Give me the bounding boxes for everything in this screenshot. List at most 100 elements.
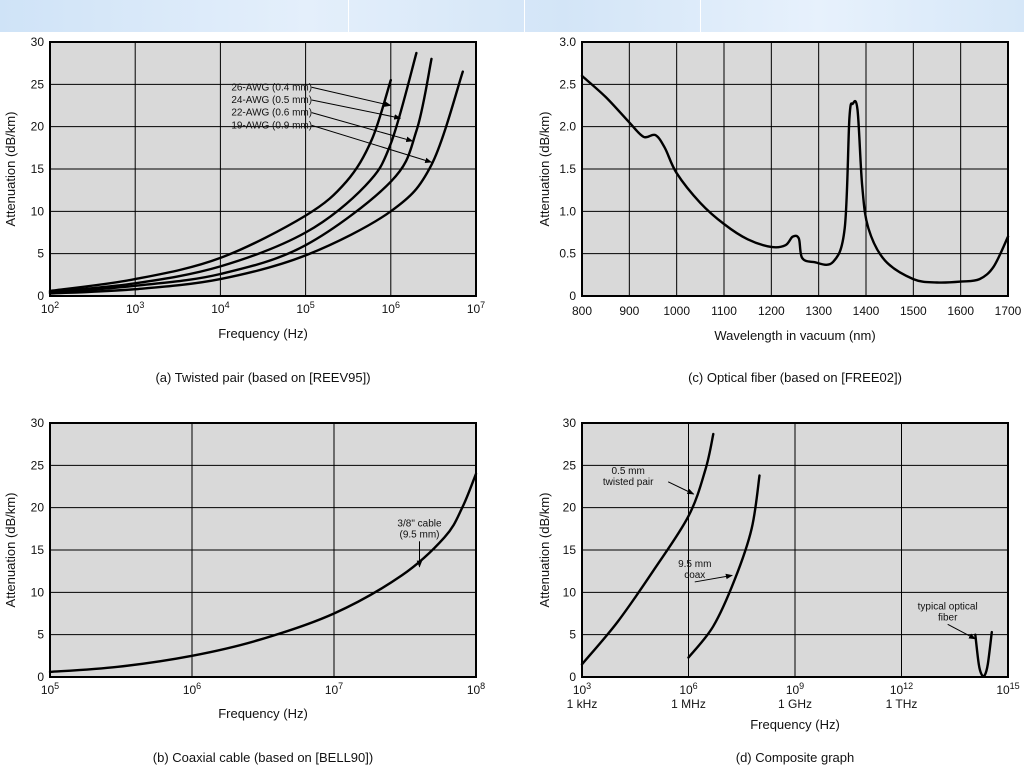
x-tick-label: 103 <box>573 681 591 697</box>
y-tick-label: 5 <box>37 247 44 261</box>
x-tick-label: 1300 <box>805 304 832 318</box>
x-tick-label: 105 <box>41 681 59 697</box>
x-tick-sublabel: 1 THz <box>886 697 918 711</box>
y-tick-label: 1.5 <box>559 162 576 176</box>
y-tick-label: 10 <box>31 204 45 218</box>
x-tick-label: 104 <box>211 300 229 316</box>
x-axis-label: Frequency (Hz) <box>218 326 308 341</box>
y-tick-label: 15 <box>563 543 577 557</box>
series-line-2 <box>48 57 433 294</box>
x-tick-label: 1012 <box>890 681 913 697</box>
y-tick-label: 0 <box>569 289 576 303</box>
y-tick-label: 20 <box>31 120 45 134</box>
annotation-arrow <box>311 99 402 120</box>
series-line-0 <box>48 78 392 293</box>
y-tick-label: 0.5 <box>559 247 576 261</box>
annotation-label: twisted pair <box>603 477 654 488</box>
y-tick-label: 1.0 <box>559 204 576 218</box>
y-tick-label: 5 <box>37 628 44 642</box>
annotation: 26-AWG (0.4 mm) <box>231 82 392 107</box>
plot-frame <box>49 422 477 678</box>
x-tick-label: 800 <box>572 304 592 318</box>
annotation-label: 0.5 mm <box>612 466 645 477</box>
x-tick-label: 109 <box>786 681 804 697</box>
chart-caption: (a) Twisted pair (based on [REEV95]) <box>155 370 370 385</box>
y-tick-label: 0 <box>569 670 576 684</box>
y-tick-label: 15 <box>31 162 45 176</box>
series-line-1 <box>48 51 418 293</box>
y-tick-label: 30 <box>563 416 577 430</box>
x-tick-label: 107 <box>467 300 485 316</box>
plot-frame <box>49 41 477 297</box>
y-tick-label: 20 <box>31 501 45 515</box>
y-tick-label: 5 <box>569 628 576 642</box>
y-axis-label: Attenuation (dB/km) <box>3 112 18 227</box>
chart-caption: (c) Optical fiber (based on [FREE02]) <box>688 370 902 385</box>
y-tick-label: 10 <box>31 585 45 599</box>
x-tick-label: 106 <box>183 681 201 697</box>
series-line-0 <box>580 432 715 666</box>
annotation-arrow <box>694 573 733 583</box>
y-tick-label: 0 <box>37 289 44 303</box>
banner-segment <box>0 0 349 32</box>
annotation-label: typical optical <box>918 601 978 612</box>
banner-segment <box>348 0 525 32</box>
annotation: 19-AWG (0.9 mm) <box>231 120 433 164</box>
x-tick-label: 105 <box>296 300 314 316</box>
annotation-label: (9.5 mm) <box>399 529 439 540</box>
header-banner <box>0 0 1024 32</box>
x-tick-sublabel: 1 GHz <box>778 697 812 711</box>
series-line-3 <box>48 70 464 295</box>
chart-b: 3/8" cable(9.5 mm) 0 5 10 15 20 25 30 105 106 107 1… <box>3 416 485 765</box>
y-tick-label: 0 <box>37 670 44 684</box>
x-tick-sublabel: 1 kHz <box>567 697 598 711</box>
y-tick-label: 10 <box>563 585 577 599</box>
banner-segment <box>524 0 701 32</box>
x-tick-label: 1600 <box>947 304 974 318</box>
x-tick-label: 1000 <box>663 304 690 318</box>
plot-frame <box>581 41 1009 297</box>
x-tick-label: 1100 <box>711 304 737 318</box>
plot-frame <box>581 422 1009 678</box>
x-tick-label: 1400 <box>853 304 880 318</box>
x-tick-label: 1700 <box>995 304 1022 318</box>
x-tick-label: 1200 <box>758 304 785 318</box>
annotation-arrow <box>311 112 414 143</box>
y-axis-label: Attenuation (dB/km) <box>537 493 552 608</box>
annotation: 3/8" cable(9.5 mm) <box>397 518 442 568</box>
y-tick-label: 30 <box>31 35 45 49</box>
y-tick-label: 20 <box>563 501 577 515</box>
x-axis-label: Frequency (Hz) <box>218 706 308 721</box>
x-tick-label: 102 <box>41 300 59 316</box>
annotation-label: coax <box>684 570 705 581</box>
x-tick-label: 108 <box>467 681 485 697</box>
x-tick-label: 1500 <box>900 304 927 318</box>
chart-caption: (d) Composite graph <box>736 750 855 765</box>
annotation: 22-AWG (0.6 mm) <box>231 108 414 143</box>
x-tick-sublabel: 1 MHz <box>671 697 706 711</box>
x-axis-label: Frequency (Hz) <box>750 717 840 732</box>
series-line-0 <box>48 472 478 674</box>
chart-c: 0 0.5 1.0 1.5 2.0 2.5 3.0 800 900 1000 1100 1200 130… <box>537 35 1022 385</box>
annotation-label: fiber <box>938 612 958 623</box>
y-tick-label: 25 <box>31 77 45 91</box>
y-tick-label: 2.0 <box>559 120 576 134</box>
y-tick-label: 25 <box>563 458 577 472</box>
y-tick-label: 15 <box>31 543 45 557</box>
annotation-label: 24-AWG (0.5 mm) <box>231 95 312 106</box>
x-tick-label: 106 <box>679 681 697 697</box>
y-tick-label: 3.0 <box>559 35 576 49</box>
annotation-arrow <box>311 124 433 164</box>
x-tick-label: 106 <box>382 300 400 316</box>
y-tick-label: 25 <box>31 458 45 472</box>
y-tick-label: 2.5 <box>559 77 576 91</box>
annotation: 24-AWG (0.5 mm) <box>231 95 402 120</box>
series-line-2 <box>974 630 993 678</box>
annotation-label: 22-AWG (0.6 mm) <box>231 108 312 119</box>
y-axis-label: Attenuation (dB/km) <box>537 112 552 227</box>
annotation-arrow <box>947 623 976 640</box>
